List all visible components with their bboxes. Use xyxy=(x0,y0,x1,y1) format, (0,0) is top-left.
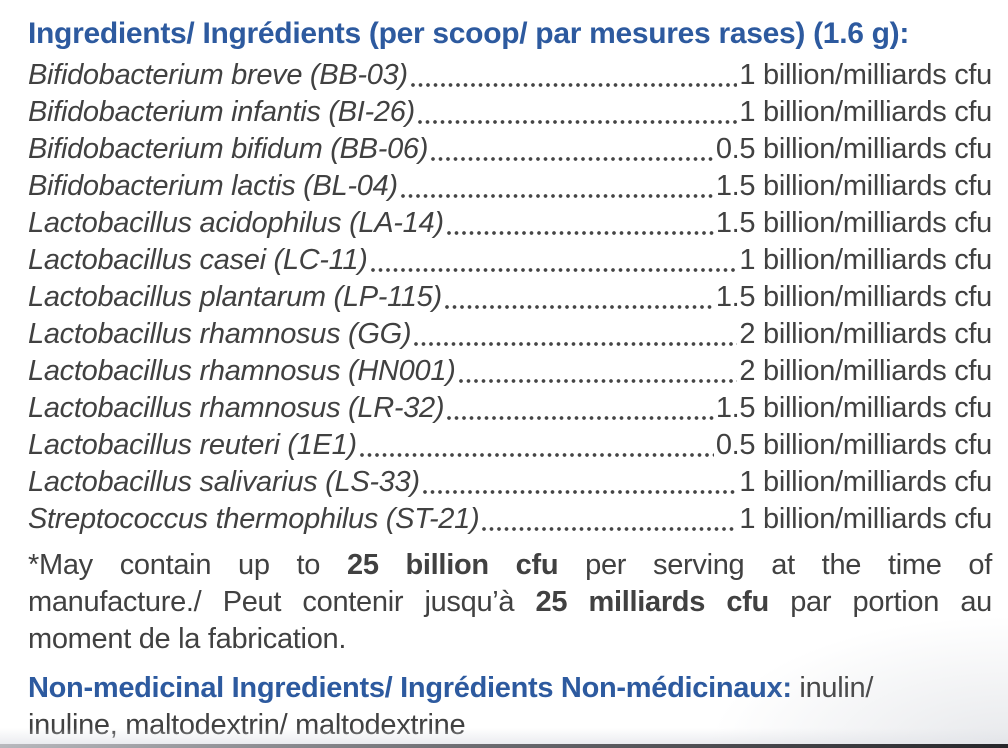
ingredient-row: Lactobacillus acidophilus (LA-14) 1.5 bi… xyxy=(28,205,992,242)
footnote-line-1: *May contain up to 25 billion cfu per se… xyxy=(28,547,992,584)
ingredient-row: Bifidobacterium infantis (BI-26) 1 billi… xyxy=(28,94,992,131)
dot-leader xyxy=(430,150,714,162)
ingredient-row: Lactobacillus rhamnosus (LR-32) 1.5 bill… xyxy=(28,390,992,427)
ingredient-name: Lactobacillus rhamnosus (HN001) xyxy=(28,355,456,387)
footnote-line-3: moment de la fabrication. xyxy=(28,623,347,655)
ingredient-amount: 0.5 billion/milliards cfu xyxy=(715,429,992,461)
ingredient-name: Lactobacillus rhamnosus (GG) xyxy=(28,318,412,350)
ingredient-amount: 1.5 billion/milliards cfu xyxy=(715,281,992,313)
footnote-text: *May contain up to xyxy=(28,549,347,581)
ingredient-name: Streptococcus thermophilus (ST-21) xyxy=(28,503,480,535)
ingredient-name: Bifidobacterium breve (BB-03) xyxy=(28,59,408,91)
ingredient-row: Lactobacillus rhamnosus (GG) 2 billion/m… xyxy=(28,316,992,353)
ingredient-amount: 1 billion/milliards cfu xyxy=(739,96,992,128)
ingredient-name: Bifidobacterium infantis (BI-26) xyxy=(28,96,415,128)
dot-leader xyxy=(369,261,738,273)
ingredient-row: Lactobacillus rhamnosus (HN001) 2 billio… xyxy=(28,353,992,390)
ingredient-amount: 1 billion/milliards cfu xyxy=(739,59,992,91)
ingredients-heading: Ingredients/ Ingrédients (per scoop/ par… xyxy=(28,17,910,50)
ingredient-amount: 1.5 billion/milliards cfu xyxy=(715,392,992,424)
ingredient-amount: 1 billion/milliards cfu xyxy=(739,466,992,498)
dot-leader xyxy=(421,483,738,495)
ingredient-amount: 2 billion/milliards cfu xyxy=(739,355,992,387)
ingredient-name: Bifidobacterium bifidum (BB-06) xyxy=(28,133,429,165)
ingredient-row: Lactobacillus reuteri (1E1) 0.5 billion/… xyxy=(28,427,992,464)
dot-leader xyxy=(443,298,714,310)
footnote-text: par portion au xyxy=(768,586,993,618)
ingredient-name: Lactobacillus salivarius (LS-33) xyxy=(28,466,420,498)
ingredient-row: Bifidobacterium breve (BB-03) 1 billion/… xyxy=(28,57,992,94)
ingredient-row: Bifidobacterium bifidum (BB-06) 0.5 bill… xyxy=(28,131,992,168)
dot-leader xyxy=(446,409,714,421)
ingredient-row: Lactobacillus salivarius (LS-33) 1 billi… xyxy=(28,464,992,501)
ingredient-row: Bifidobacterium lactis (BL-04) 1.5 billi… xyxy=(28,168,992,205)
ingredient-name: Lactobacillus rhamnosus (LR-32) xyxy=(28,392,445,424)
non-medicinal-label: Non-medicinal Ingredients/ Ingrédients N… xyxy=(28,672,792,704)
footnote-bold-fr: 25 milliards cfu xyxy=(535,586,770,618)
ingredient-list: Bifidobacterium breve (BB-03) 1 billion/… xyxy=(28,57,992,538)
dot-leader xyxy=(413,335,738,347)
ingredient-name: Bifidobacterium lactis (BL-04) xyxy=(28,170,398,202)
footnote-text: manufacture./ Peut contenir jusqu’à xyxy=(28,586,536,618)
ingredient-amount: 0.5 billion/milliards cfu xyxy=(715,133,992,165)
dot-leader xyxy=(457,372,738,384)
dot-leader xyxy=(409,76,738,88)
ingredient-name: Lactobacillus plantarum (LP-115) xyxy=(28,281,442,313)
ingredient-amount: 1 billion/milliards cfu xyxy=(739,503,992,535)
dot-leader xyxy=(416,113,738,125)
ingredient-name: Lactobacillus acidophilus (LA-14) xyxy=(28,207,444,239)
ingredient-row: Lactobacillus casei (LC-11) 1 billion/mi… xyxy=(28,242,992,279)
ingredient-amount: 1.5 billion/milliards cfu xyxy=(715,170,992,202)
ingredient-row: Streptococcus thermophilus (ST-21) 1 bil… xyxy=(28,501,992,538)
non-medicinal-line-1: Non-medicinal Ingredients/ Ingrédients N… xyxy=(28,670,992,707)
dot-leader xyxy=(445,224,714,236)
footnote-line-2: manufacture./ Peut contenir jusqu’à 25 m… xyxy=(28,584,992,621)
footnote-text: per serving at the time of xyxy=(558,549,992,581)
ingredient-name: Lactobacillus reuteri (1E1) xyxy=(28,429,357,461)
non-medicinal-section: Non-medicinal Ingredients/ Ingrédients N… xyxy=(28,670,992,744)
non-medicinal-line-2: inuline, maltodextrin/ maltodextrine xyxy=(28,709,466,741)
footnote-bold-en: 25 billion cfu xyxy=(346,549,559,581)
ingredient-amount: 1 billion/milliards cfu xyxy=(739,244,992,276)
label-cut-edge xyxy=(0,744,1008,748)
ingredient-row: Lactobacillus plantarum (LP-115) 1.5 bil… xyxy=(28,279,992,316)
ingredient-amount: 2 billion/milliards cfu xyxy=(739,318,992,350)
dot-leader xyxy=(481,520,738,532)
non-medicinal-value: inulin/ xyxy=(791,672,874,704)
cfu-footnote: *May contain up to 25 billion cfu per se… xyxy=(28,547,992,658)
dot-leader xyxy=(358,446,714,458)
dot-leader xyxy=(399,187,714,199)
ingredient-name: Lactobacillus casei (LC-11) xyxy=(28,244,368,276)
ingredient-amount: 1.5 billion/milliards cfu xyxy=(715,207,992,239)
